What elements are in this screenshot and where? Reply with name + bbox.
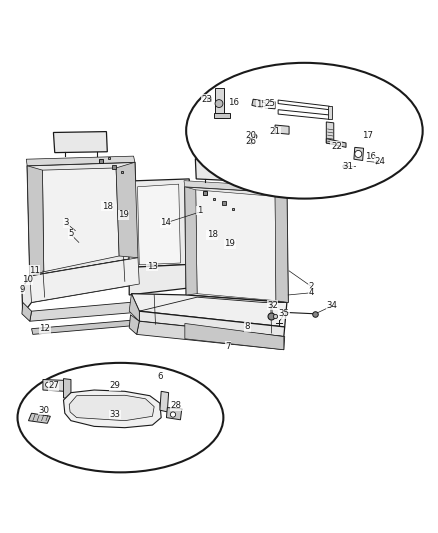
Text: 31: 31 [343,162,354,171]
Polygon shape [275,125,289,134]
Polygon shape [30,302,139,321]
Polygon shape [32,320,135,334]
Polygon shape [42,168,119,272]
Text: 30: 30 [38,406,49,415]
Polygon shape [184,181,287,193]
Text: 19: 19 [118,211,129,219]
Polygon shape [129,314,139,334]
Text: 33: 33 [109,410,120,419]
Text: 34: 34 [326,301,338,310]
Polygon shape [278,100,329,110]
Text: 1: 1 [197,206,202,215]
Circle shape [46,382,51,387]
Polygon shape [326,139,346,147]
Polygon shape [22,258,139,314]
Polygon shape [252,99,264,108]
Polygon shape [116,162,138,258]
Text: 29: 29 [110,381,120,390]
Polygon shape [64,390,161,427]
Text: 32: 32 [267,301,278,310]
Polygon shape [127,179,192,268]
Polygon shape [275,193,288,302]
Text: 8: 8 [245,322,250,332]
Text: 2: 2 [308,282,314,290]
Ellipse shape [186,63,423,199]
Polygon shape [26,156,135,166]
Polygon shape [43,379,65,391]
Polygon shape [30,258,139,302]
Circle shape [215,100,223,108]
Text: 16: 16 [364,151,376,160]
Text: 12: 12 [39,324,50,333]
Polygon shape [278,110,329,119]
Text: 13: 13 [147,262,158,271]
Text: 20: 20 [245,131,256,140]
Text: 18: 18 [102,201,113,211]
Text: 11: 11 [28,265,40,274]
Polygon shape [328,106,332,119]
Text: 16: 16 [227,98,239,107]
Text: 27: 27 [48,381,59,390]
Text: 24: 24 [374,157,386,166]
Polygon shape [160,391,169,412]
Polygon shape [196,190,276,301]
Ellipse shape [18,363,223,472]
Text: 28: 28 [170,401,182,410]
Text: 15: 15 [256,100,268,109]
Text: 21: 21 [269,127,281,136]
Polygon shape [326,122,334,144]
Text: 5: 5 [68,229,74,238]
Polygon shape [215,88,224,118]
Text: 17: 17 [361,131,373,140]
Polygon shape [129,264,193,295]
Polygon shape [69,395,154,421]
Polygon shape [138,184,180,265]
Polygon shape [22,302,32,321]
Text: 25: 25 [264,99,275,108]
Polygon shape [195,159,258,182]
Text: 9: 9 [19,285,25,294]
Text: 18: 18 [207,230,218,239]
Text: 22: 22 [331,142,342,150]
Polygon shape [27,166,44,276]
Polygon shape [137,321,285,350]
Polygon shape [185,187,197,295]
Polygon shape [53,132,107,152]
Polygon shape [64,378,71,399]
Text: 23: 23 [201,95,212,104]
Text: 35: 35 [278,309,290,318]
Text: 10: 10 [21,275,33,284]
Polygon shape [185,324,284,350]
Polygon shape [139,311,285,336]
Text: 7: 7 [225,342,230,351]
Circle shape [355,150,362,157]
Polygon shape [185,187,288,302]
Polygon shape [129,294,139,321]
Circle shape [170,412,176,417]
Text: 14: 14 [160,218,171,227]
Text: 4: 4 [308,288,314,297]
Text: 3: 3 [64,218,69,227]
Polygon shape [354,147,364,160]
Polygon shape [28,413,50,423]
Polygon shape [27,162,138,276]
Polygon shape [214,113,230,118]
Polygon shape [166,408,182,420]
Text: 6: 6 [157,373,162,382]
Text: 19: 19 [225,239,235,248]
Polygon shape [265,101,275,109]
Text: 26: 26 [245,137,256,146]
Polygon shape [131,294,287,327]
